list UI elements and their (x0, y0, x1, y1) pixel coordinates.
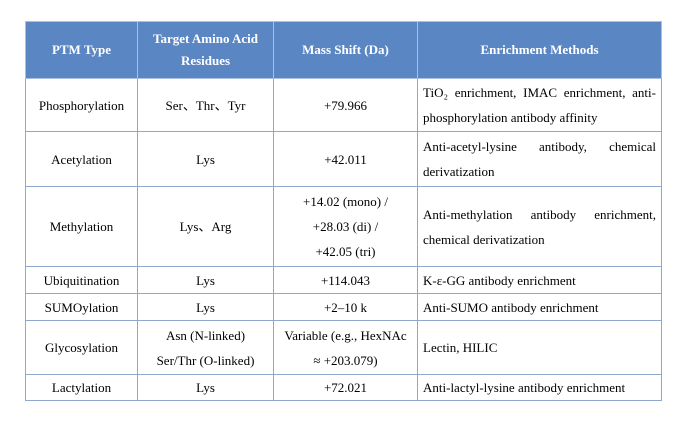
table-cell: SUMOylation (25, 293, 138, 321)
table-cell: Asn (N-linked) Ser/Thr (O-linked) (137, 320, 274, 375)
table-cell: +2–10 k (273, 293, 418, 321)
table-cell: Anti-lactyl-lysine antibody enrichment (417, 374, 662, 401)
ptm-table: PTM Type Target Amino Acid Residues Mass S… (25, 21, 662, 401)
table-cell: Lys、Arg (137, 186, 274, 267)
table-cell: +72.021 (273, 374, 418, 401)
cell-line: Asn (N-linked) (165, 327, 246, 343)
cell-line: +14.02 (mono) / (303, 194, 388, 209)
table-row: Methylation Lys、Arg +14.02 (mono) / +28.03 … (25, 186, 662, 267)
table-cell: +114.043 (273, 266, 418, 294)
table-cell: Lys (137, 374, 274, 401)
table-row: Acetylation Lys +42.011 Anti-acetyl-lysine … (25, 131, 662, 187)
header-row: PTM Type Target Amino Acid Residues Mass S… (25, 21, 662, 79)
header-cell: Mass Shift (Da) (273, 21, 418, 79)
cell-line: ≈ +203.079) (313, 352, 378, 368)
cell-line: +42.05 (tri) (315, 244, 376, 259)
table-row: Phosphorylation Ser、Thr、Tyr +79.966 TiO₂ en… (25, 78, 662, 132)
header-cell: PTM Type (25, 21, 138, 79)
table-cell: Lys (137, 131, 274, 187)
table-cell: Lectin, HILIC (417, 320, 662, 375)
table-row: Ubiquitination Lys +114.043 K-ε-GG antibody… (25, 266, 662, 294)
table-row: Lactylation Lys +72.021 Anti-lactyl-lysine … (25, 374, 662, 401)
table-cell: Lys (137, 266, 274, 294)
header-cell: Target Amino Acid Residues (137, 21, 274, 79)
table-cell: +79.966 (273, 78, 418, 132)
table-cell: Lactylation (25, 374, 138, 401)
table-cell: Ubiquitination (25, 266, 138, 294)
table-cell: Glycosylation (25, 320, 138, 375)
table-row: SUMOylation Lys +2–10 k Anti-SUMO antibody … (25, 293, 662, 321)
table-cell: Anti-SUMO antibody enrichment (417, 293, 662, 321)
table-cell: Variable (e.g., HexNAc ≈ +203.079) (273, 320, 418, 375)
table-cell: Ser、Thr、Tyr (137, 78, 274, 132)
cell-line: +28.03 (di) / (312, 219, 379, 234)
table-cell: TiO₂ enrichment, IMAC enrichment, anti-p… (417, 78, 662, 132)
cell-line: Ser/Thr (O-linked) (156, 352, 255, 368)
header-cell: Enrichment Methods (417, 21, 662, 79)
table-cell: Anti-methylation antibody enrichment, ch… (417, 186, 662, 267)
table-cell: K-ε-GG antibody enrichment (417, 266, 662, 294)
table-cell: Phosphorylation (25, 78, 138, 132)
cell-line: Variable (e.g., HexNAc (284, 327, 407, 343)
table-cell: +42.011 (273, 131, 418, 187)
table-cell: Methylation (25, 186, 138, 267)
table-cell: +14.02 (mono) / +28.03 (di) / +42.05 (tri) (273, 186, 418, 267)
table-row: Glycosylation Asn (N-linked) Ser/Thr (O-li… (25, 320, 662, 375)
table-cell: Anti-acetyl-lysine antibody, chemical de… (417, 131, 662, 187)
table-cell: Lys (137, 293, 274, 321)
table-cell: Acetylation (25, 131, 138, 187)
